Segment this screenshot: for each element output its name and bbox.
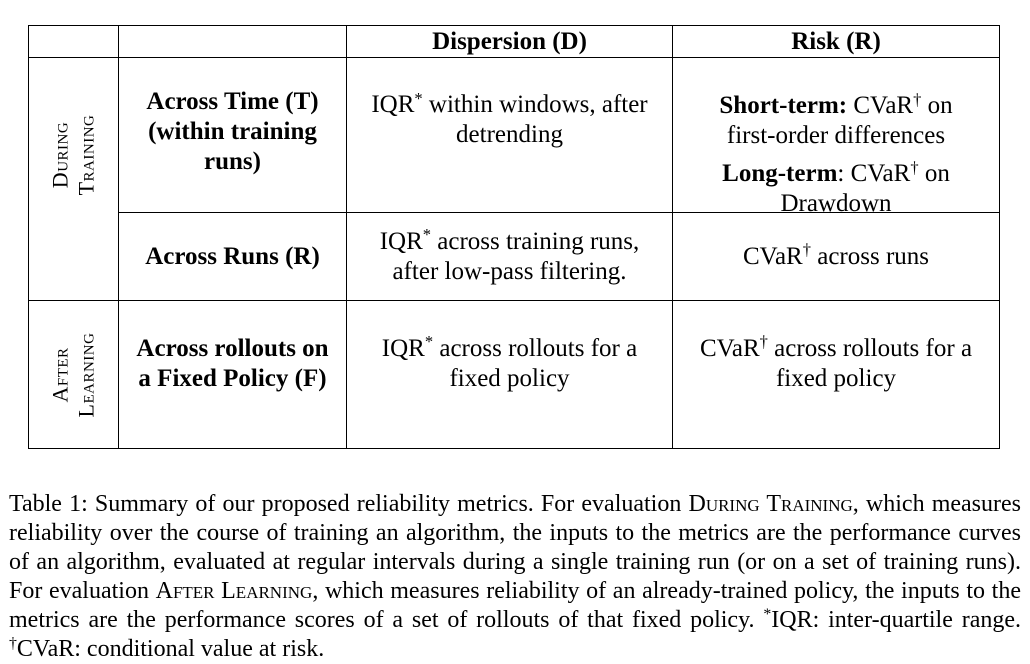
header-rowname-cell [119,26,347,58]
table-caption: Table 1: Summary of our proposed reliabi… [9,491,1021,662]
row-header-across-runs-label: Across Runs (R) [145,242,320,270]
cell-text-long-term: Long-term: CVaR† on Drawdown [722,157,950,217]
group-label-line: Learning [73,332,99,417]
header-dispersion: Dispersion (D) [347,26,673,58]
row-group-after-learning-label: After Learning [48,332,100,417]
row-group-during-training-label: During Training [47,115,99,196]
row-header-across-rollouts-label: Across rollouts on a Fixed Policy (F) [136,334,329,392]
reliability-metrics-table: Dispersion (D) Risk (R) During Training … [28,25,1000,449]
group-label-line: Training [73,114,99,196]
row-header-across-time: Across Time (T) (within training runs) [119,58,347,213]
cell-risk-across-runs: CVaR† across runs [673,213,999,301]
group-label-line: During [47,121,73,189]
cell-text: IQR* within windows, after detrending [371,88,648,148]
group-label-line: After [47,346,73,403]
cell-text: IQR* across rollouts for a fixed policy [381,332,638,392]
cell-dispersion-across-time: IQR* within windows, after detrending [347,58,673,213]
cell-dispersion-across-rollouts: IQR* across rollouts for a fixed policy [347,301,673,448]
row-header-across-rollouts: Across rollouts on a Fixed Policy (F) [119,301,347,448]
header-risk-label: Risk (R) [791,27,881,55]
cell-dispersion-across-runs: IQR* across training runs, after low-pas… [347,213,673,301]
header-corner-cell [29,26,119,58]
cell-text: CVaR† across rollouts for a fixed policy [699,332,973,392]
header-risk: Risk (R) [673,26,999,58]
row-header-across-runs: Across Runs (R) [119,213,347,301]
cell-text: IQR* across training runs, after low-pas… [379,225,640,285]
cell-risk-across-time: Short-term: CVaR† on first-order differe… [673,58,999,217]
row-header-across-time-label: Across Time (T) (within training runs) [146,88,319,175]
row-group-after-learning: After Learning [29,301,119,448]
header-dispersion-label: Dispersion (D) [432,27,587,55]
cell-risk-across-rollouts: CVaR† across rollouts for a fixed policy [673,301,999,448]
cell-text-short-term: Short-term: CVaR† on first-order differe… [719,89,953,149]
row-group-during-training: During Training [29,58,119,301]
cell-text: CVaR† across runs [742,240,929,270]
